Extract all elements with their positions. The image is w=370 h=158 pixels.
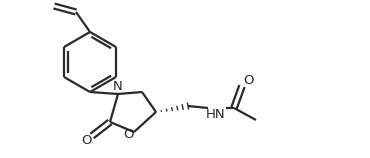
Text: HN: HN [206,109,226,122]
Text: O: O [82,134,92,148]
Text: O: O [243,75,253,88]
Text: O: O [123,128,133,140]
Text: N: N [113,80,123,94]
